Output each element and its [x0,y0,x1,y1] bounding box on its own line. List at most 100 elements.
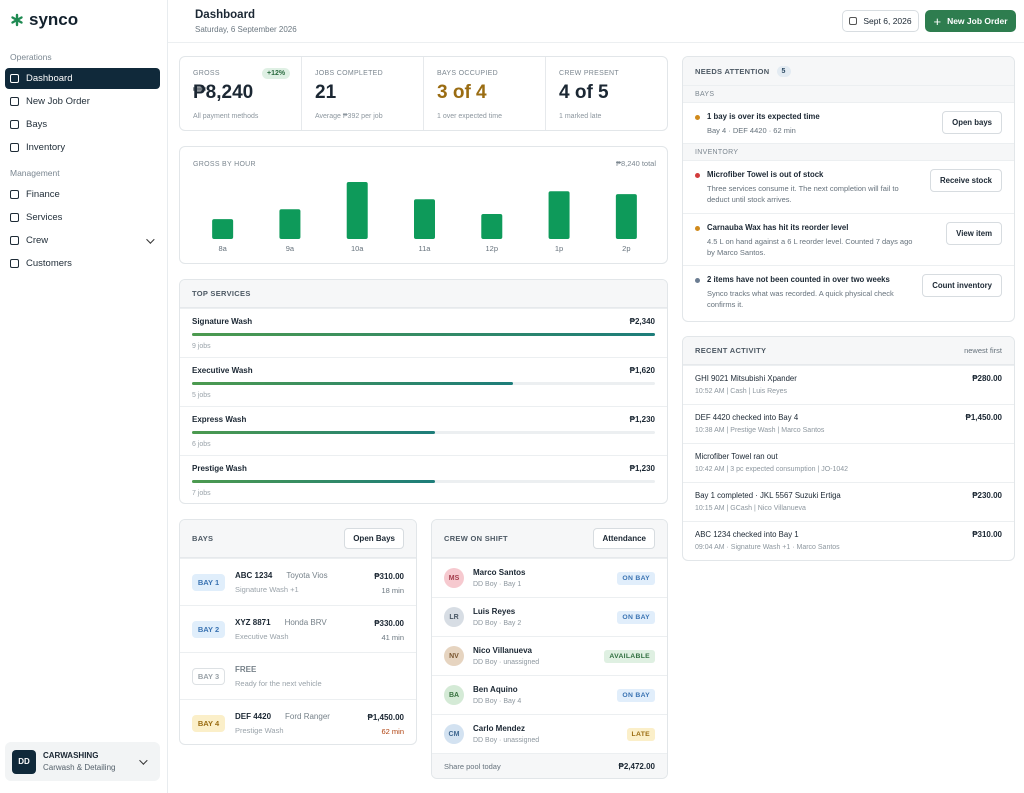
nav-icon [10,97,19,106]
bay-row[interactable]: BAY 1 ABC 1234 Toyota Vios Signature Wash +… [180,558,416,605]
crew-detail: DD Boy · Bay 1 [473,581,522,588]
new-job-order-button[interactable]: + New Job Order [925,10,1016,32]
service-name: Signature Wash [192,317,253,326]
bay-row[interactable]: BAY 4 DEF 4420 Ford Ranger Prestige Wash ₱1,… [180,699,416,744]
attention-button[interactable]: View item [946,222,1002,245]
service-row: Executive Wash ₱1,620 5 jobs [180,357,667,406]
card-title: CREW ON SHIFT [444,534,508,543]
chart-card: GROSS BY HOUR ₱8,240 total 8a 9a 10a 11a 12p 1p… [179,146,668,264]
x-tick-label: 2p [622,244,630,253]
nav-icon [10,190,19,199]
header: Dashboard Saturday, 6 September 2026 Sep… [168,0,1024,43]
bay-plate: ABC 1234 [235,570,273,580]
activity-amount: ₱230.00 [972,491,1002,500]
bay-row[interactable]: BAY 3 FREE Ready for the next vehicle [180,652,416,699]
bay-plate: DEF 4420 [235,711,272,721]
calendar-icon [849,17,858,25]
bay-row[interactable]: BAY 2 XYZ 8871 Honda BRV Executive Wash ₱330… [180,605,416,652]
crew-status: ON BAY [617,688,655,702]
attention-title: 1 bay is over its expected time [707,112,820,121]
attention-item: 2 items have not been counted in over tw… [683,265,1014,317]
nav-item[interactable]: Bays [5,114,160,135]
status-dot [695,173,700,178]
service-value: ₱1,230 [629,415,655,424]
kpi: GROSS +12% ₱8,240 All payment methods [180,57,302,130]
nav-item[interactable]: Finance [5,184,160,205]
bay-amount-block: ₱330.00 41 min [374,619,404,642]
group-header: BAYS [683,85,1014,103]
nav-item[interactable]: Crew [5,230,160,251]
top-services-card: TOP SERVICES Signature Wash ₱2,340 9 jobs Ex… [179,279,668,504]
x-tick-label: 9a [286,244,295,253]
crew-row: LR Luis Reyes DD Boy · Bay 2 ON BAY [432,597,667,636]
kpi-note: All payment methods [193,113,259,120]
nav-item[interactable]: Services [5,207,160,228]
bay-info: XYZ 8871 Honda BRV Executive Wash [235,618,327,641]
progress-track [192,431,655,434]
bar [548,191,570,239]
activity-detail: 10:15 AM | GCash | Nico Villanueva [695,505,806,512]
progress-track [192,382,655,385]
kpi-badge: +12% [262,68,291,79]
nav-label: Crew [26,235,49,246]
nav-icon [10,120,19,129]
service-value: ₱1,230 [629,464,655,473]
new-job-order-label: New Job Order [947,16,1008,26]
attention-button[interactable]: Count inventory [922,274,1002,297]
bay-plate: FREE [235,664,257,674]
progress-bar [192,480,436,483]
attention-item: Carnauba Wax has hit its reorder level 4.… [683,213,1014,265]
attention-button[interactable]: Open bays [942,111,1002,134]
activity-amount: ₱1,450.00 [965,413,1002,422]
crew-avatar: CM [444,724,464,744]
service-jobs: 7 jobs [192,490,211,497]
nav-icon [10,143,19,152]
date-button-label: Sept 6, 2026 [863,16,912,26]
activity-detail: 10:52 AM | Cash | Luis Reyes [695,388,787,395]
open-bays-button[interactable]: Open Bays [344,528,404,549]
bay-chip: BAY 4 [192,714,225,732]
crew-detail: DD Boy · unassigned [473,737,540,744]
account-avatar: DD [12,749,36,774]
group-items: 1 bay is over its expected time Bay 4 · D… [683,103,1014,143]
nav-item[interactable]: Customers [5,253,160,274]
group-items: Microfiber Towel is out of stock Three se… [683,161,1014,317]
activity-card: RECENT ACTIVITY newest first GHI 9021 Mits… [682,336,1015,561]
attendance-button[interactable]: Attendance [593,528,655,549]
nav-icon [10,74,19,83]
bay-service: Executive Wash [235,631,289,641]
crew-row: MS Marco Santos DD Boy · Bay 1 ON BAY [432,558,667,597]
bay-line: DEF 4420 Ford Ranger [235,712,330,721]
bar [212,219,234,239]
crew-status: ON BAY [617,571,655,585]
activity-detail: 10:38 AM | Prestige Wash | Marco Santos [695,427,825,434]
crew-detail: DD Boy · unassigned [473,659,540,666]
bay-service: Prestige Wash [235,725,284,735]
progress-bar [192,333,655,336]
bay-line: ABC 1234 Toyota Vios [235,571,328,580]
progress-bar [192,431,436,434]
kpi-value: ₱8,240 [193,82,254,103]
nav-label: Dashboard [26,73,73,84]
card-header: BAYS Open Bays [180,520,416,558]
nav-item[interactable]: Inventory [5,137,160,158]
attention-detail: Synco tracks what was recorded. A quick … [707,289,894,309]
nav-label: New Job Order [26,96,90,107]
service-row: Prestige Wash ₱1,230 7 jobs [180,455,667,503]
attention-button[interactable]: Receive stock [929,169,1002,192]
bay-time: 18 min [381,586,404,595]
activity-title: Microfiber Towel ran out [695,452,778,461]
attention-item: Microfiber Towel is out of stock Three se… [683,161,1014,213]
chart-subtitle: ₱8,240 total [616,159,656,168]
kpi-value: 4 of 5 [559,82,609,103]
crew-detail: DD Boy · Bay 2 [473,620,522,627]
bay-car: Ford Ranger [285,711,330,721]
nav-item[interactable]: Dashboard [5,68,160,89]
logo: synco [10,10,78,30]
bay-plate: XYZ 8871 [235,617,271,627]
bay-amount: ₱310.00 [374,572,404,581]
account[interactable]: DD CARWASHING Carwash & Detailing [5,742,160,781]
nav-item[interactable]: New Job Order [5,91,160,112]
activity-row: GHI 9021 Mitsubishi Xpander 10:52 AM | Ca… [683,365,1014,404]
date-button[interactable]: Sept 6, 2026 [842,10,919,32]
